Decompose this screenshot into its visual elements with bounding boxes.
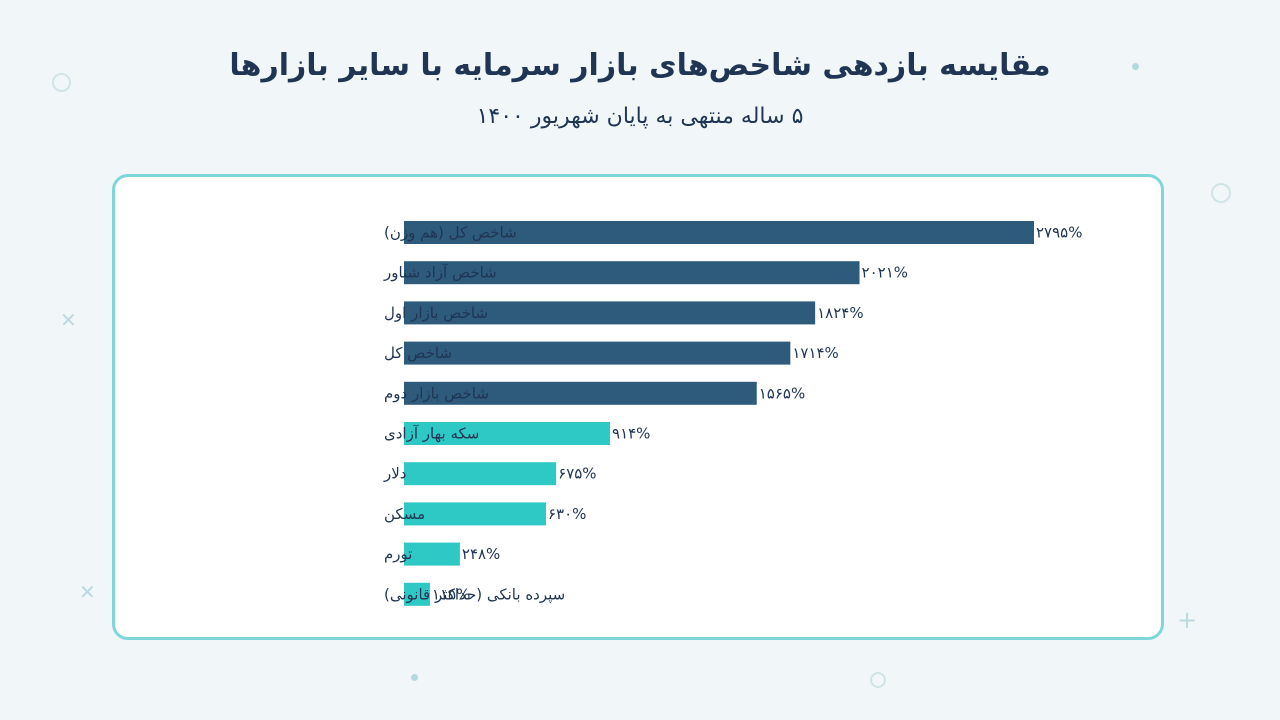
value-label: ۲۷۹۵% [1036, 224, 1082, 242]
decor-dot [1132, 63, 1139, 70]
decor-plus-icon: + [1177, 606, 1198, 634]
chart-subtitle: ۵ ساله منتهی به پایان شهریور ۱۴۰۰ [476, 104, 804, 129]
category-label: مسکن [384, 505, 425, 523]
category-label: شاخص آزاد شناور [383, 264, 497, 282]
value-label: ۹۱۴% [612, 425, 650, 443]
bar [404, 582, 430, 606]
decor-cross-icon: ✕ [60, 308, 77, 332]
chart-card [112, 174, 1164, 640]
decor-circle [870, 672, 886, 688]
category-label: شاخص کل (هم وزن) [384, 224, 517, 242]
category-label: شاخص بازار دوم [384, 384, 489, 402]
bar [404, 261, 860, 285]
bar [404, 341, 791, 365]
value-label: ۲۰۲۱% [862, 264, 908, 282]
value-label: ۶۳۰% [548, 505, 586, 523]
value-label: ۱۵۶۵% [759, 384, 805, 402]
decor-circle [1211, 183, 1231, 203]
category-label: سکه بهار آزادی [384, 425, 479, 443]
value-label: ۱۷۱۴% [792, 344, 838, 362]
value-label: ۶۷۵% [558, 465, 596, 483]
bar [404, 502, 547, 526]
bar [404, 422, 611, 445]
chart-title: مقایسه بازدهی شاخص‌های بازار سرمایه با س… [229, 48, 1051, 83]
bar [404, 301, 816, 325]
decor-circle [52, 73, 71, 92]
bar [404, 221, 1034, 244]
category-label: شاخص کل [384, 344, 452, 362]
category-label: دلار [383, 465, 406, 483]
decor-dot [411, 674, 418, 681]
category-label: تورم [384, 545, 412, 563]
value-label: ۲۴۸% [462, 545, 500, 563]
value-label: ۱۸۲۴% [817, 304, 863, 322]
decor-cross-icon: ✕ [79, 580, 96, 604]
bar [404, 381, 757, 405]
category-label: سپرده بانکی (حداکثر قانونی) [384, 585, 565, 604]
value-label: ۱۱۵% [432, 585, 470, 603]
bar [404, 462, 557, 486]
bar [404, 542, 460, 566]
category-label: شاخص بازار اول [384, 304, 488, 322]
